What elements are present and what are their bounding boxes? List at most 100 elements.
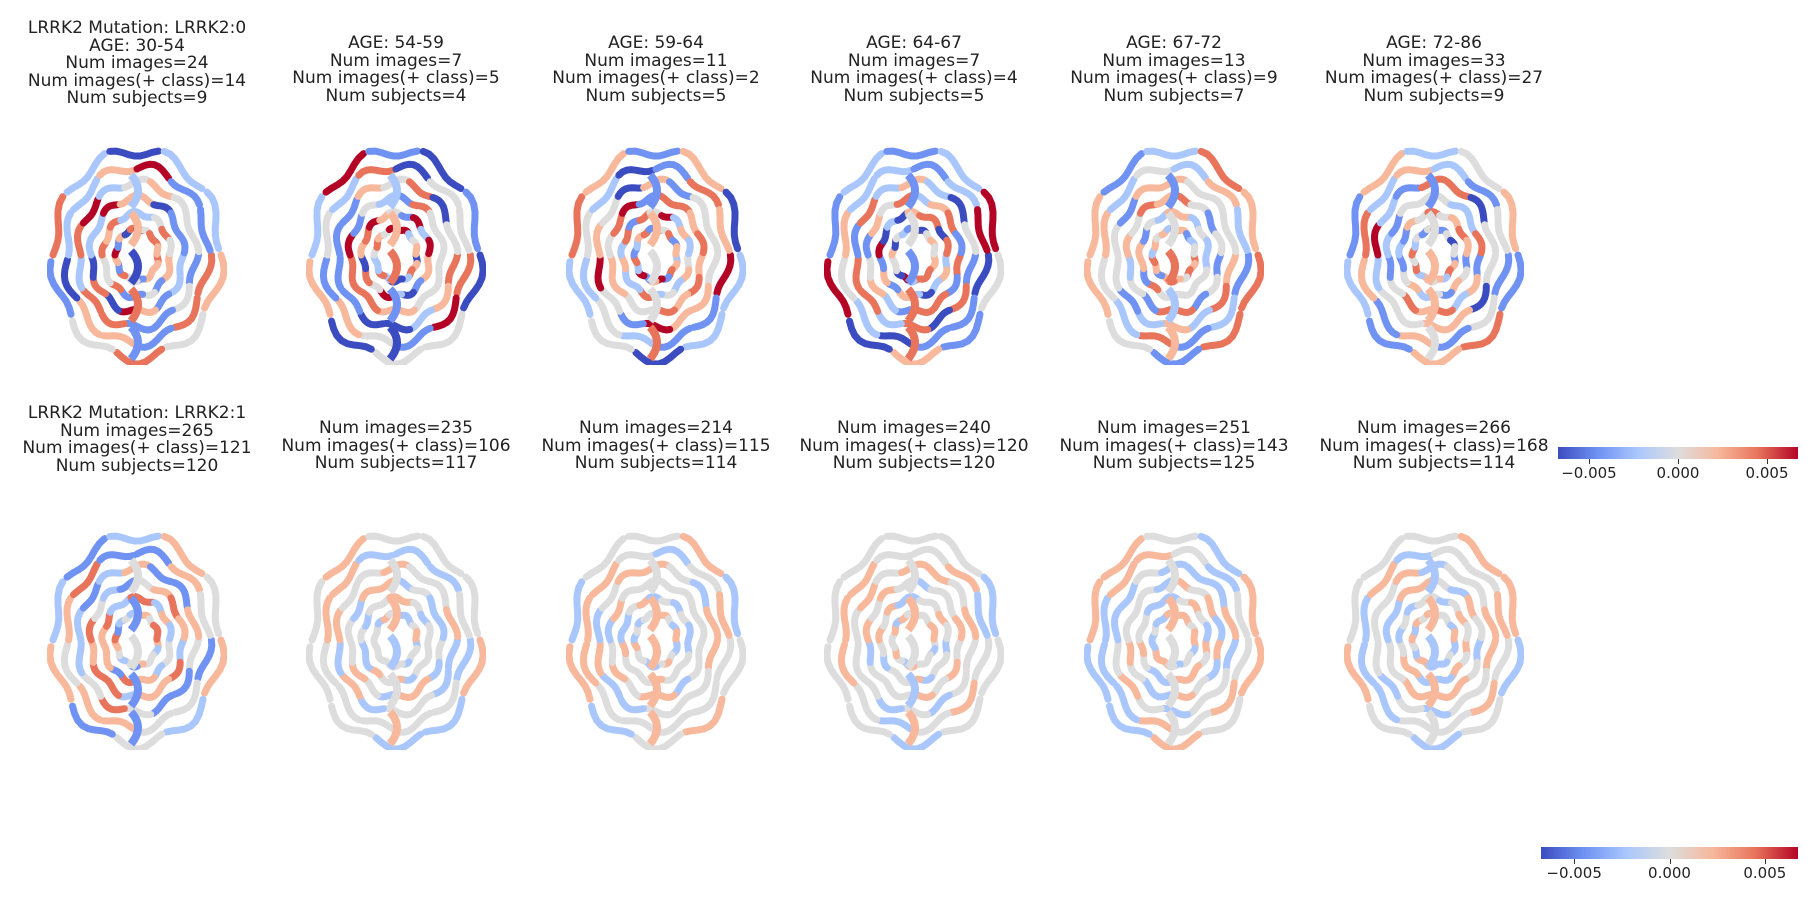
brain-region — [95, 184, 126, 200]
brain-region — [167, 563, 203, 594]
brain-slice-map — [1084, 532, 1264, 750]
brain-region — [927, 599, 942, 617]
brain-region — [412, 675, 432, 698]
brain-region — [1136, 638, 1148, 658]
brain-region — [406, 178, 434, 201]
brain-region — [127, 595, 142, 633]
brain-region — [1366, 702, 1413, 738]
brain-region — [165, 636, 174, 657]
brain-region — [1424, 172, 1439, 210]
brain-region — [1432, 691, 1456, 702]
brain-region — [568, 193, 586, 259]
panel-title: Num images=240 Num images(+ class)=120 Num… — [784, 419, 1044, 473]
num-images-label: Num images=11 — [584, 50, 728, 71]
brain-region — [720, 636, 746, 697]
brain-region — [424, 251, 433, 272]
brain-region — [1140, 651, 1151, 672]
brain-region — [978, 636, 1004, 697]
brain-region — [98, 239, 110, 259]
brain-region — [637, 287, 654, 302]
brain-region — [883, 147, 940, 160]
brain-region — [203, 573, 223, 638]
brain-slice-map — [566, 147, 746, 365]
brain-region — [444, 636, 461, 672]
brain-region — [80, 672, 105, 700]
brain-region — [365, 532, 422, 545]
brain-region — [646, 709, 661, 747]
brain-region — [149, 306, 176, 332]
brain-slice-map — [1344, 147, 1524, 365]
panel-title: Num images=266 Num images(+ class)=168 Num… — [1304, 419, 1564, 473]
brain-region — [63, 209, 75, 259]
brain-region — [904, 595, 919, 633]
brain-region — [127, 210, 142, 248]
brain-region — [679, 532, 725, 577]
brain-region — [862, 231, 874, 259]
brain-region — [1164, 709, 1179, 747]
colorbar-tick-label: 0.005 — [1745, 464, 1789, 482]
brain-region — [365, 147, 422, 160]
brain-region — [1463, 273, 1481, 297]
brain-region — [1170, 160, 1210, 182]
brain-region — [625, 532, 682, 545]
brain-region — [1207, 579, 1228, 611]
brain-region — [49, 578, 67, 644]
brain-region — [106, 532, 163, 545]
brain-region — [1137, 717, 1178, 735]
brain-slice-map — [306, 532, 486, 750]
brain-region — [943, 273, 961, 297]
brain-region — [99, 253, 111, 273]
brain-region — [63, 594, 75, 644]
brain-region — [1100, 594, 1112, 644]
brain-region — [1382, 616, 1394, 644]
brain-region — [1395, 624, 1407, 644]
brain-region — [704, 636, 721, 672]
brain-region — [652, 545, 692, 567]
brain-region — [880, 266, 891, 287]
brain-region — [1447, 201, 1471, 215]
brain-region — [359, 332, 400, 350]
brain-region — [1132, 569, 1163, 585]
brain-region — [377, 672, 394, 687]
brain-region — [49, 193, 67, 259]
brain-region — [866, 661, 887, 683]
brain-region — [632, 345, 685, 365]
brain-region — [392, 160, 432, 182]
brain-region — [614, 184, 645, 200]
brain-region — [359, 717, 400, 735]
brain-region — [1420, 319, 1452, 334]
brain-region — [1172, 691, 1196, 702]
brain-region — [421, 310, 466, 351]
brain-region — [396, 324, 434, 351]
brain-region — [642, 704, 674, 719]
brain-region — [1204, 209, 1218, 236]
brain-region — [1203, 621, 1212, 643]
brain-region — [937, 532, 983, 577]
brain-region — [1413, 191, 1436, 208]
brain-region — [944, 594, 958, 621]
brain-region — [607, 638, 617, 666]
brain-region — [948, 679, 978, 716]
brain-region — [382, 704, 414, 719]
brain-region — [1498, 636, 1524, 697]
brain-region — [943, 621, 952, 643]
brain-region — [166, 273, 184, 297]
brain-slice-map — [824, 147, 1004, 365]
brain-region — [686, 563, 722, 594]
brain-region — [396, 709, 434, 736]
num-positive-label: Num images(+ class)=9 — [1070, 68, 1278, 88]
brain-region — [618, 253, 630, 273]
brain-region — [1212, 615, 1226, 642]
brain-region — [904, 210, 919, 248]
brain-region — [873, 166, 914, 179]
brain-region — [1208, 294, 1238, 331]
brain-region — [375, 576, 398, 593]
brain-region — [1424, 210, 1439, 248]
brain-region — [566, 643, 594, 703]
brain-region — [1100, 150, 1146, 196]
brain-region — [1113, 682, 1141, 724]
brain-region — [95, 569, 126, 585]
brain-region — [1204, 563, 1240, 594]
brain-region — [1164, 595, 1179, 633]
brain-region — [895, 672, 912, 687]
